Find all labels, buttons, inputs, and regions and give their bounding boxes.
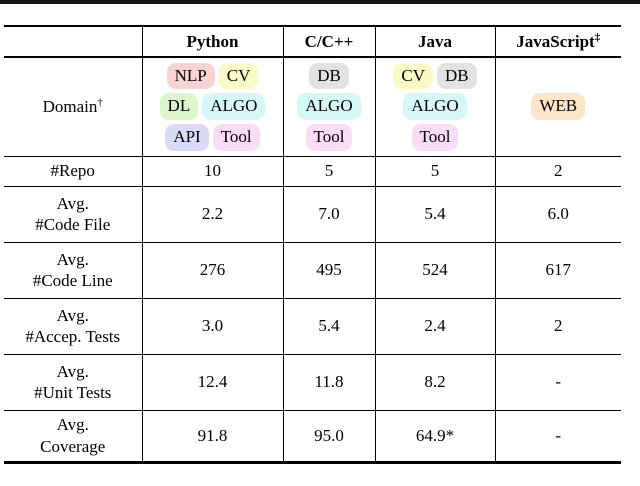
cell-value: 617 <box>494 242 621 298</box>
cell-value: 64.9* <box>374 410 495 462</box>
domain-cell-javascript: WEB <box>494 57 622 156</box>
row-label-line: Coverage <box>40 436 106 456</box>
row-label: Avg. #Code File <box>4 186 142 242</box>
domain-tag-algo: ALGO <box>403 93 467 121</box>
row-label-line: Avg. <box>56 193 89 213</box>
row-label: Avg. #Accep. Tests <box>4 298 142 354</box>
cell-value: 2 <box>494 156 621 186</box>
cell-value: 5.4 <box>374 186 495 242</box>
cell-value: - <box>494 354 621 410</box>
table-row-accep-tests: Avg. #Accep. Tests 3.0 5.4 2.4 2 <box>4 298 621 354</box>
header-java-label: Java <box>418 31 452 51</box>
header-cpp-label: C/C++ <box>304 31 354 51</box>
header-javascript-sup: ‡ <box>594 31 601 44</box>
domain-tag-api: API <box>165 124 209 151</box>
row-label-line: Avg. <box>56 305 89 325</box>
domain-cell-java: CV DB ALGO Tool <box>374 57 495 156</box>
cell-value: 11.8 <box>282 354 375 410</box>
tag-line: WEB <box>496 92 622 121</box>
table-row-code-line: Avg. #Code Line 276 495 524 617 <box>4 242 621 298</box>
domain-row: Domain† NLP CV DL ALGO API Tool DB ALGO Too… <box>4 57 621 156</box>
table-row-repo: #Repo 10 5 5 2 <box>4 156 621 186</box>
page-top-rule <box>0 0 640 4</box>
cell-value: 7.0 <box>282 186 375 242</box>
row-label-line: #Repo <box>50 161 95 181</box>
header-python-label: Python <box>186 31 239 51</box>
domain-cell-cpp: DB ALGO Tool <box>282 57 375 156</box>
cell-value: 524 <box>374 242 495 298</box>
domain-tag-dl: DL <box>159 93 199 121</box>
cell-value: 91.8 <box>141 410 283 462</box>
domain-tag-db: DB <box>309 62 349 90</box>
domain-tag-web: WEB <box>531 93 586 121</box>
header-javascript-label: JavaScript <box>516 31 595 51</box>
tag-line: DB <box>284 62 375 91</box>
cell-value: 5.4 <box>282 298 375 354</box>
header-java: Java <box>374 26 495 57</box>
cell-value: 2.2 <box>141 186 283 242</box>
table-row-coverage: Avg. Coverage 91.8 95.0 64.9* - <box>4 410 621 462</box>
cell-value: 2 <box>494 298 621 354</box>
tag-line: ALGO <box>284 92 375 121</box>
cell-value: 6.0 <box>494 186 621 242</box>
domain-cell-python: NLP CV DL ALGO API Tool <box>141 57 283 156</box>
row-label-line: Avg. <box>56 415 89 435</box>
row-label-line: #Unit Tests <box>34 383 112 402</box>
tag-line: ALGO <box>376 92 495 121</box>
row-label-line: Avg. <box>56 361 89 381</box>
cell-value: 5 <box>282 156 375 186</box>
header-cpp: C/C++ <box>282 26 375 57</box>
tag-line: NLP CV <box>143 62 283 91</box>
header-empty-cell <box>4 26 142 57</box>
tag-line: Tool <box>376 123 495 152</box>
domain-row-label: Domain† <box>4 57 142 156</box>
cell-value: 3.0 <box>141 298 283 354</box>
domain-tag-cv: CV <box>218 62 259 90</box>
repo-stats-table: Python C/C++ Java JavaScript‡ Domain† NL… <box>4 25 621 464</box>
domain-tag-nlp: NLP <box>166 62 215 90</box>
domain-label-sup: † <box>97 96 103 109</box>
row-label: Avg. Coverage <box>4 410 142 462</box>
domain-tag-algo: ALGO <box>202 93 266 121</box>
tag-line: CV DB <box>376 62 495 91</box>
tag-line: DL ALGO <box>143 92 283 121</box>
cell-value: 2.4 <box>374 298 495 354</box>
cell-value: 8.2 <box>374 354 495 410</box>
table-row-code-file: Avg. #Code File 2.2 7.0 5.4 6.0 <box>4 186 621 242</box>
table-row-unit-tests: Avg. #Unit Tests 12.4 11.8 8.2 - <box>4 354 621 410</box>
cell-value: 10 <box>141 156 283 186</box>
header-row: Python C/C++ Java JavaScript‡ <box>4 26 621 57</box>
cell-value: 95.0 <box>282 410 375 462</box>
row-label-line: #Code File <box>35 215 111 234</box>
row-label-line: Avg. <box>56 249 89 269</box>
tag-line: Tool <box>284 123 375 152</box>
domain-tag-tool: Tool <box>212 124 260 151</box>
row-label: Avg. #Code Line <box>4 242 142 298</box>
domain-tag-tool: Tool <box>305 124 353 151</box>
row-label-line: #Code Line <box>32 271 113 290</box>
domain-label-text: Domain <box>42 97 98 117</box>
cell-value: 12.4 <box>141 354 283 410</box>
domain-tag-algo: ALGO <box>297 93 361 121</box>
domain-tag-cv: CV <box>393 62 433 90</box>
row-label: #Repo <box>4 156 142 186</box>
cell-value: - <box>494 410 621 462</box>
cell-value: 495 <box>282 242 375 298</box>
domain-tag-tool: Tool <box>411 124 459 151</box>
cell-value: 5 <box>374 156 495 186</box>
domain-tag-db: DB <box>437 62 477 90</box>
cell-value: 276 <box>141 242 283 298</box>
row-label-line: #Accep. Tests <box>25 327 121 346</box>
row-label: Avg. #Unit Tests <box>4 354 142 410</box>
header-javascript: JavaScript‡ <box>494 26 621 57</box>
tag-line: API Tool <box>143 123 283 152</box>
header-python: Python <box>141 26 283 57</box>
